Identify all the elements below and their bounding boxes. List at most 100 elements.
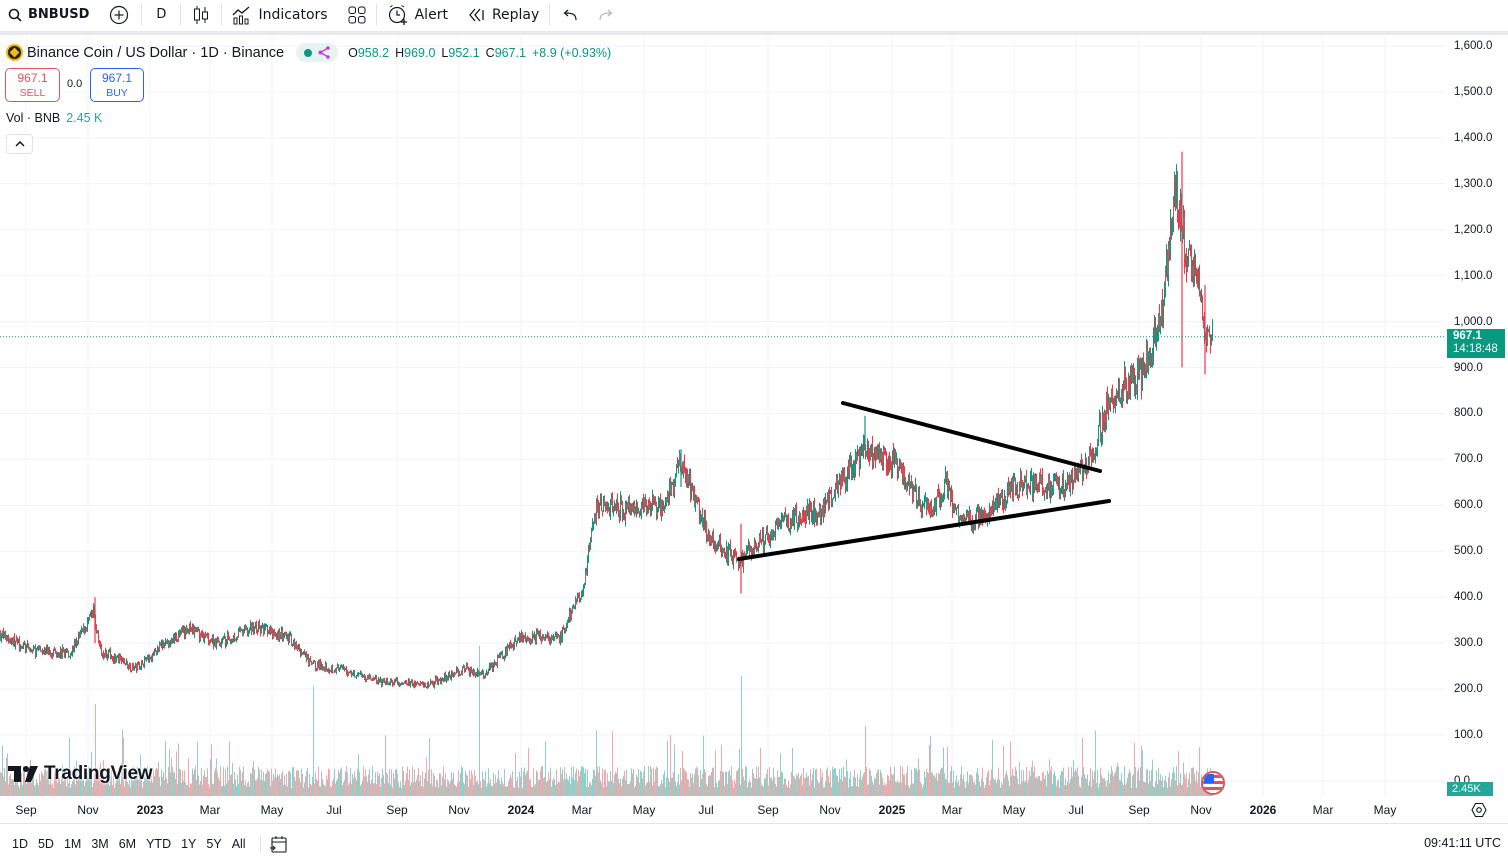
range-button-1m[interactable]: 1M [63,836,82,851]
series-title[interactable]: Binance Coin / US Dollar · 1D · Binance [27,44,285,61]
undo-button[interactable] [550,0,590,29]
range-button-5d[interactable]: 5D [37,836,54,851]
bottom-toolbar: 1D 5D 1M 3M 6M YTD 1Y 5Y All 09:41:11 UTC [0,830,1508,857]
time-axis-label: Sep [1128,803,1150,817]
price-axis-tick: 200.0 [1454,683,1483,696]
date-range-buttons: 1D 5D 1M 3M 6M YTD 1Y 5Y All [6,837,250,851]
time-axis-label: May [632,803,656,817]
chart-canvas[interactable] [0,35,1445,797]
price-axis-tick: 600.0 [1454,499,1483,512]
time-axis-label: Mar [571,803,593,817]
time-axis-label: Nov [1190,803,1212,817]
ohlc-open: O958.2 [348,45,390,60]
compare-symbol-button[interactable] [97,0,141,29]
replay-button[interactable]: Replay [458,0,549,29]
binance-coin-icon [6,44,23,61]
ohlc-low: L952.1 [441,45,480,60]
price-axis-tick: 1,400.0 [1454,131,1493,144]
series-legend: Binance Coin / US Dollar · 1D · Binance … [6,43,611,62]
range-button-ytd[interactable]: YTD [146,836,172,851]
sell-price: 967.1 [17,71,48,85]
time-axis-label: 2026 [1249,803,1277,817]
volume-axis-label: 2.45K [1447,782,1493,796]
price-axis[interactable]: 1,600.0 1,500.0 1,400.0 1,300.0 1,200.0 1,100… [1445,35,1508,797]
indicators-label: Indicators [258,6,328,23]
buy-button[interactable]: 967.1 BUY [90,68,144,102]
tradingview-logo-icon [8,766,38,782]
chart-settings-icon[interactable] [1471,802,1487,818]
time-axis-label: Mar [199,803,221,817]
replay-label: Replay [491,6,540,23]
range-button-6m[interactable]: 6M [118,836,137,851]
time-axis-label: 2023 [136,803,164,817]
volume-value: 2.45 K [66,111,103,125]
layouts-icon [348,6,366,23]
price-axis-tick: 700.0 [1454,453,1483,466]
indicators-icon [232,6,250,24]
market-status-pill[interactable] [296,43,339,62]
time-axis-label: Sep [15,803,37,817]
price-axis-tick: 100.0 [1454,729,1483,742]
range-button-all[interactable]: All [231,836,246,851]
time-axis-label: Jul [326,803,342,817]
time-axis-label: Mar [941,803,963,817]
time-axis-label: Nov [77,803,99,817]
toolbar-divider [375,3,377,26]
time-axis-label: May [1002,803,1026,817]
ohlc-values: O958.2 H969.0 L952.1 C967.1 +8.9 (+0.93%… [348,46,611,60]
toolbar-divider [221,3,223,26]
time-axis-label: Jul [1068,803,1084,817]
time-axis-label: 2025 [878,803,906,817]
go-to-date-calendar-icon[interactable] [269,834,289,854]
price-chart[interactable] [0,35,1445,797]
chart-grid [0,35,1445,797]
indicators-button[interactable]: Indicators [222,0,337,29]
tradingview-logo-text: TradingView [44,763,153,784]
price-axis-tick: 900.0 [1454,361,1483,374]
time-axis[interactable]: Sep Nov 2023 Mar May Jul Sep Nov 2024 Mar May Jul Se… [0,797,1508,824]
range-button-3m[interactable]: 3M [91,836,109,851]
buy-label: BUY [106,87,128,99]
interval-button[interactable]: D [142,0,180,29]
range-button-1d[interactable]: 1D [12,836,28,851]
price-axis-tick: 800.0 [1454,407,1483,420]
spread-value: 0.0 [67,78,83,90]
trendline-drawings [737,401,1111,561]
redo-icon [599,9,613,20]
symbol-search-button[interactable]: BNBUSD [0,0,97,29]
bar-countdown: 14:18:48 [1453,343,1498,355]
price-axis-tick: 300.0 [1454,637,1483,650]
toolbar-divider [549,3,551,26]
alert-button[interactable]: Alert [377,0,458,29]
ohlc-high: H969.0 [395,45,436,60]
price-axis-tick: 1,200.0 [1454,223,1493,236]
volume-label: Vol · BNB [6,111,61,125]
symbol-name: BNBUSD [28,7,90,22]
collapse-legend-button[interactable] [6,134,33,154]
redo-button[interactable] [590,0,622,29]
layouts-button[interactable] [338,0,376,29]
time-axis-label: Jul [698,803,714,817]
range-button-1y[interactable]: 1Y [181,836,197,851]
volume-legend[interactable]: Vol · BNB 2.45 K [6,111,102,125]
price-axis-tick: 1,500.0 [1454,85,1493,98]
time-axis-label: Nov [448,803,470,817]
sell-button[interactable]: 967.1 SELL [5,68,60,102]
economic-event-us-flag-icon[interactable] [1201,771,1225,795]
interval-label: D [156,7,167,22]
ascending-trendline [737,499,1111,561]
price-axis-tick: 1,100.0 [1454,269,1493,282]
clock-timezone[interactable]: 09:41:11 UTC [1424,836,1501,850]
price-axis-tick: 400.0 [1454,591,1483,604]
time-axis-label: Sep [386,803,408,817]
toolbar-divider [180,3,182,26]
volume-bars [0,646,1213,796]
add-symbol-icon [110,5,129,24]
range-button-5y[interactable]: 5Y [206,836,222,851]
tradingview-logo[interactable]: TradingView [8,763,153,785]
candles-icon [194,5,209,24]
chevron-up-icon [14,141,25,147]
descending-trendline [841,401,1102,473]
time-axis-label: Sep [757,803,779,817]
chart-type-button[interactable] [181,0,221,29]
